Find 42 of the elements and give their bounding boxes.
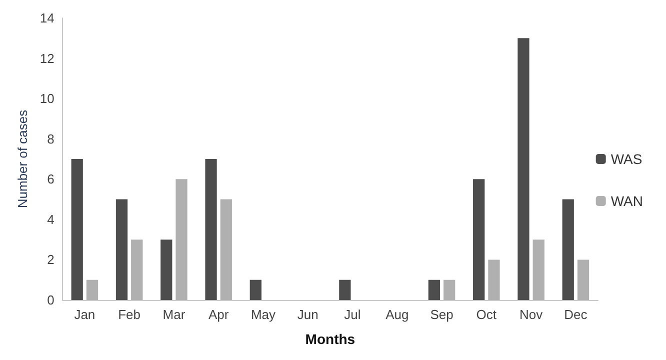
y-tick-label: 4 [47,212,54,227]
x-tick-label: Oct [476,307,497,322]
x-axis-title: Months [305,331,356,347]
bar [473,179,485,300]
bar [71,159,83,300]
y-tick-label: 12 [40,50,54,66]
x-tick-label: Feb [118,307,141,322]
bar [562,199,574,300]
bar [176,179,188,300]
bar [131,240,143,300]
bar [205,159,217,300]
bar [428,280,440,300]
x-tick-label: Nov [519,307,544,322]
bar [86,280,98,300]
y-axis-title: Number of cases [15,109,30,208]
bar [488,260,500,300]
y-tick-label: 0 [47,292,54,308]
y-tick-label: 2 [47,252,54,268]
x-tick-label: Apr [208,307,230,322]
bar [444,280,456,300]
bar [160,240,172,300]
x-tick-label: Jul [344,307,361,322]
y-tick-label: 10 [40,91,54,106]
legend-label: WAS [610,151,642,167]
x-tick-label: Sep [430,307,454,322]
bar [250,280,262,300]
x-tick-label: Mar [162,307,186,322]
y-tick-label: 6 [47,172,54,187]
y-tick-label: 14 [40,10,54,26]
x-tick-label: Jun [297,307,318,322]
legend-label: WAN [610,193,644,209]
bar [220,199,232,300]
bar [116,199,128,300]
bar [577,260,590,300]
x-tick-label: Aug [386,307,409,322]
x-tick-label: May [250,307,276,322]
bar [339,280,351,300]
x-tick-label: Dec [564,307,588,322]
bar [518,38,530,300]
x-tick-label: Jan [74,307,96,322]
bar [532,240,544,300]
y-tick-label: 8 [47,131,54,146]
